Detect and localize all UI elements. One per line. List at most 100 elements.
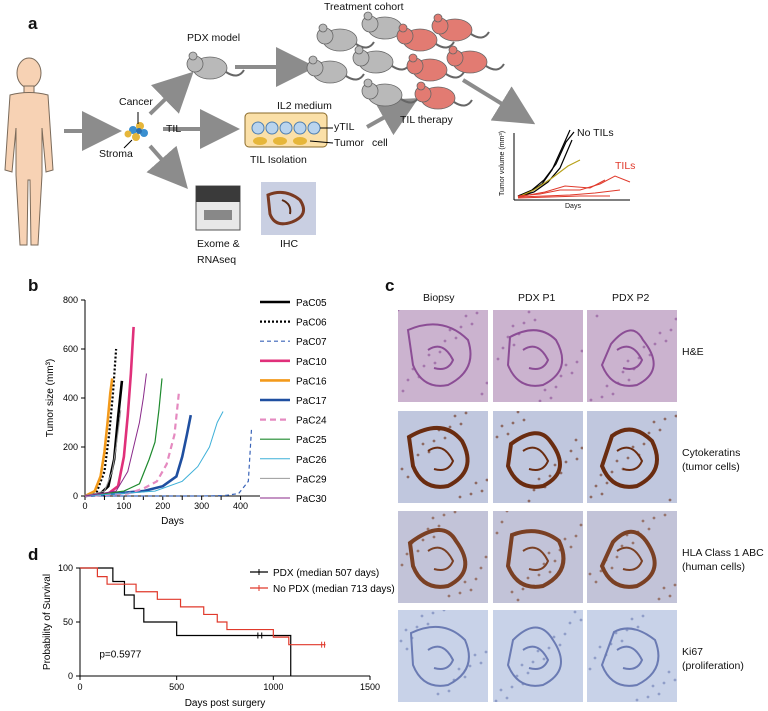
nucleus [406,475,410,479]
p-value-annotation: p=0.5977 [99,650,141,661]
nucleus [667,670,671,674]
nucleus [537,477,541,481]
series-line-pac30 [84,373,147,497]
nucleus [463,580,467,584]
row-label-line2: (tumor cells) [682,461,740,473]
nucleus [573,610,577,614]
nucleus [632,367,636,371]
nucleus [616,381,620,385]
nucleus [662,586,666,590]
micrograph-drawing [496,310,583,402]
legend-label: PaC29 [296,474,327,485]
nucleus [410,636,414,640]
nucleus [495,435,499,439]
micrograph-drawing [398,310,488,396]
nucleus [515,674,519,678]
nucleus [480,489,484,493]
nucleus [621,370,625,374]
nucleus [579,523,583,527]
nucleus [480,392,484,396]
micrograph-image [587,511,677,603]
nucleus [662,681,666,685]
nucleus [657,692,661,696]
nucleus [635,698,639,702]
nucleus [658,428,662,432]
x-tick-label: 1500 [360,682,380,692]
micrograph-drawing [495,411,583,503]
nucleus [415,625,419,629]
nucleus [422,364,426,368]
nucleus [658,331,662,335]
nucleus [547,646,551,650]
nucleus [636,625,640,629]
nucleus [620,544,624,548]
nucleus [448,425,452,429]
panel-d-letter: d [28,545,39,564]
nucleus [464,411,468,415]
nucleus [501,346,505,350]
nucleus [605,384,609,388]
nucleus [516,411,520,414]
nucleus [641,614,645,618]
nucleus [496,357,500,361]
micrograph-drawing [495,511,583,602]
nucleus [399,639,403,643]
nucleus [637,453,641,457]
nucleus [664,339,668,343]
nucleus [458,591,462,595]
nucleus [564,363,568,367]
gland-inner [616,345,644,370]
nucleus [494,699,498,702]
nucleus [400,467,404,471]
y-axis-label: Tumor size (mm³) [45,359,56,438]
nucleus [526,576,530,580]
row-label: Ki67 (proliferation) [682,645,744,673]
panel-a-letter: a [28,14,38,33]
mini-growth-chart [513,129,631,201]
nucleus [505,696,509,700]
nucleus [436,692,440,696]
nucleus [474,577,478,581]
legend-label: PaC16 [296,376,327,387]
nucleus [663,513,667,517]
ihc-thumbnail [261,182,316,235]
x-tick-label: 100 [116,501,131,511]
km-curve [80,567,326,646]
x-tick-label: 400 [233,501,248,511]
column-header: PDX P1 [518,292,556,304]
nucleus [631,445,635,449]
nucleus [421,538,425,542]
gland-inner [616,446,644,471]
row-label-line2: (proliferation) [682,660,744,672]
x-tick-label: 500 [169,682,184,692]
gland-inner [616,645,644,670]
km-curve [80,567,292,676]
row-label-line1: HLA Class 1 ABC [682,547,764,559]
nucleus [611,392,615,396]
x-tick-label: 300 [194,501,209,511]
nucleus [510,590,514,594]
nucleus [437,428,441,432]
nucleus [438,350,442,354]
nucleus [642,345,646,349]
human-silhouette [4,57,54,246]
nucleus [626,359,630,363]
row-label-line2: (human cells) [682,561,746,573]
nucleus [605,481,609,485]
gland-outline [406,425,470,489]
nucleus [595,314,599,318]
micrograph-drawing [589,314,677,402]
legend-label: PaC10 [296,357,327,368]
nucleus [512,343,516,347]
nucleus [600,395,604,399]
nucleus [548,474,552,478]
nucleus [549,396,553,400]
micrograph-drawing [588,513,677,601]
nucleus [448,328,452,332]
nucleus [410,541,414,545]
nucleus [459,325,463,329]
nucleus [626,456,630,460]
nucleus [533,318,537,322]
nucleus [600,492,604,496]
series-line-pac24 [84,390,181,498]
